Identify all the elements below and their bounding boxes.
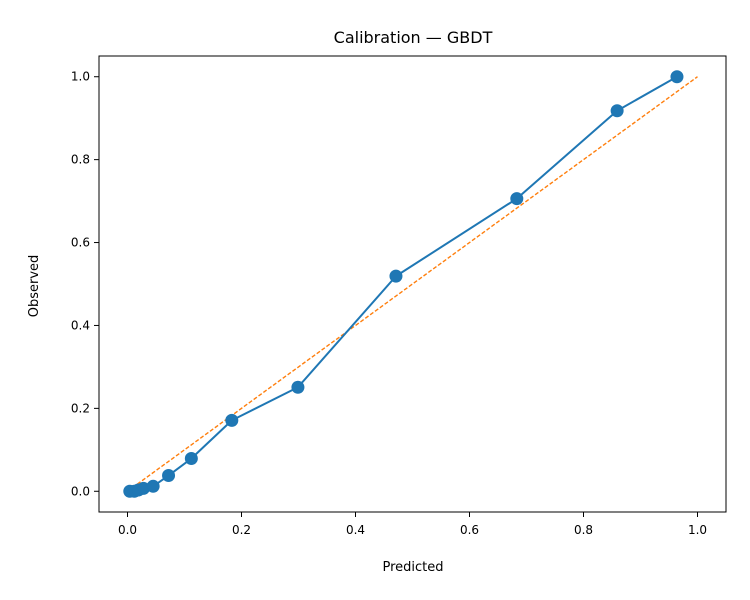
calibration-point bbox=[510, 192, 524, 206]
calibration-point bbox=[184, 452, 198, 466]
calibration-point bbox=[225, 413, 239, 427]
y-axis-label: Observed bbox=[27, 255, 42, 318]
y-tick-label: 0.6 bbox=[71, 236, 90, 250]
calibration-point bbox=[389, 269, 403, 283]
x-axis-label: Predicted bbox=[382, 560, 443, 575]
y-tick-label: 0.0 bbox=[71, 484, 90, 498]
series-layer bbox=[123, 70, 698, 498]
x-axis: 0.0 0.2 0.4 0.6 0.8 1.0 bbox=[118, 512, 707, 537]
y-tick-label: 0.8 bbox=[71, 153, 90, 167]
reference-diagonal-line bbox=[127, 76, 698, 492]
x-tick-label: 0.2 bbox=[232, 523, 251, 537]
y-tick-label: 0.4 bbox=[71, 318, 90, 332]
y-axis: 0.0 0.2 0.4 0.6 0.8 1.0 bbox=[71, 70, 99, 498]
calibration-point bbox=[610, 104, 624, 118]
x-tick-label: 0.4 bbox=[346, 523, 365, 537]
calibration-point bbox=[670, 70, 684, 84]
calibration-point bbox=[291, 380, 305, 394]
x-tick-label: 1.0 bbox=[688, 523, 707, 537]
y-tick-label: 1.0 bbox=[71, 70, 90, 84]
calibration-point bbox=[162, 469, 176, 483]
y-tick-label: 0.2 bbox=[71, 401, 90, 415]
chart-title: Calibration — GBDT bbox=[334, 28, 493, 47]
x-tick-label: 0.0 bbox=[118, 523, 137, 537]
x-tick-label: 0.6 bbox=[460, 523, 479, 537]
calibration-point bbox=[146, 479, 160, 493]
x-tick-label: 0.8 bbox=[574, 523, 593, 537]
